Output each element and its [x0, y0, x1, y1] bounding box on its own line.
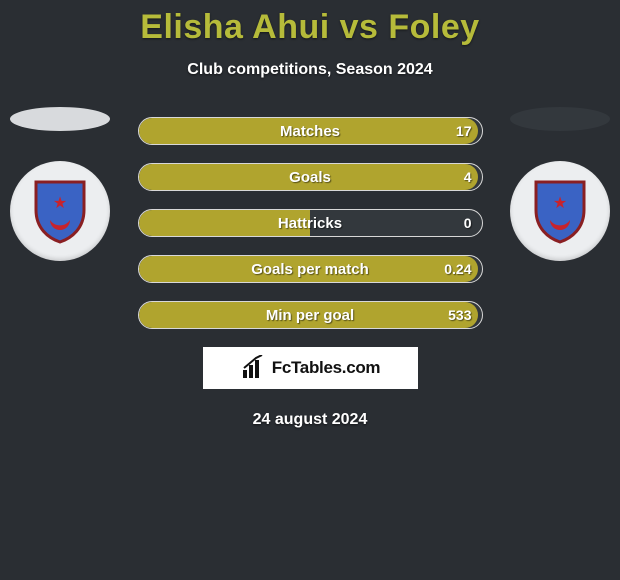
watermark-text: FcTables.com — [272, 358, 381, 378]
stat-bar: Min per goal 533 — [138, 301, 483, 329]
stat-label: Min per goal — [266, 307, 354, 324]
player-right-ellipse — [510, 107, 610, 131]
stat-label: Goals — [289, 169, 331, 186]
player-left-crest: ★ — [10, 161, 110, 261]
stat-right-value: 0 — [464, 215, 472, 231]
player-left-column: ★ — [0, 107, 120, 261]
player-right-column: ★ — [500, 107, 620, 261]
stat-bar: Hattricks 0 — [138, 209, 483, 237]
stat-right-value: 0.24 — [444, 261, 471, 277]
shield-icon: ★ — [532, 178, 588, 244]
stat-label: Hattricks — [278, 215, 342, 232]
chart-icon — [240, 355, 266, 381]
stat-bar: Goals per match 0.24 — [138, 255, 483, 283]
svg-text:★: ★ — [53, 195, 67, 212]
watermark-box: FcTables.com — [203, 347, 418, 389]
page-title: Elisha Ahui vs Foley — [0, 0, 620, 47]
stat-label: Matches — [280, 123, 340, 140]
stat-bar: Goals 4 — [138, 163, 483, 191]
date-line: 24 august 2024 — [0, 411, 620, 429]
svg-text:★: ★ — [553, 195, 567, 212]
player-right-crest: ★ — [510, 161, 610, 261]
comparison-panel: ★ ★ Matches 17 Goals 4 Hattricks 0 Goals per m… — [0, 117, 620, 429]
stat-bar: Matches 17 — [138, 117, 483, 145]
stats-bars: Matches 17 Goals 4 Hattricks 0 Goals per match… — [138, 117, 483, 329]
stat-right-value: 17 — [456, 123, 472, 139]
subtitle: Club competitions, Season 2024 — [0, 61, 620, 79]
stat-label: Goals per match — [251, 261, 369, 278]
stat-right-value: 533 — [448, 307, 471, 323]
stat-right-value: 4 — [464, 169, 472, 185]
shield-icon: ★ — [32, 178, 88, 244]
player-left-ellipse — [10, 107, 110, 131]
